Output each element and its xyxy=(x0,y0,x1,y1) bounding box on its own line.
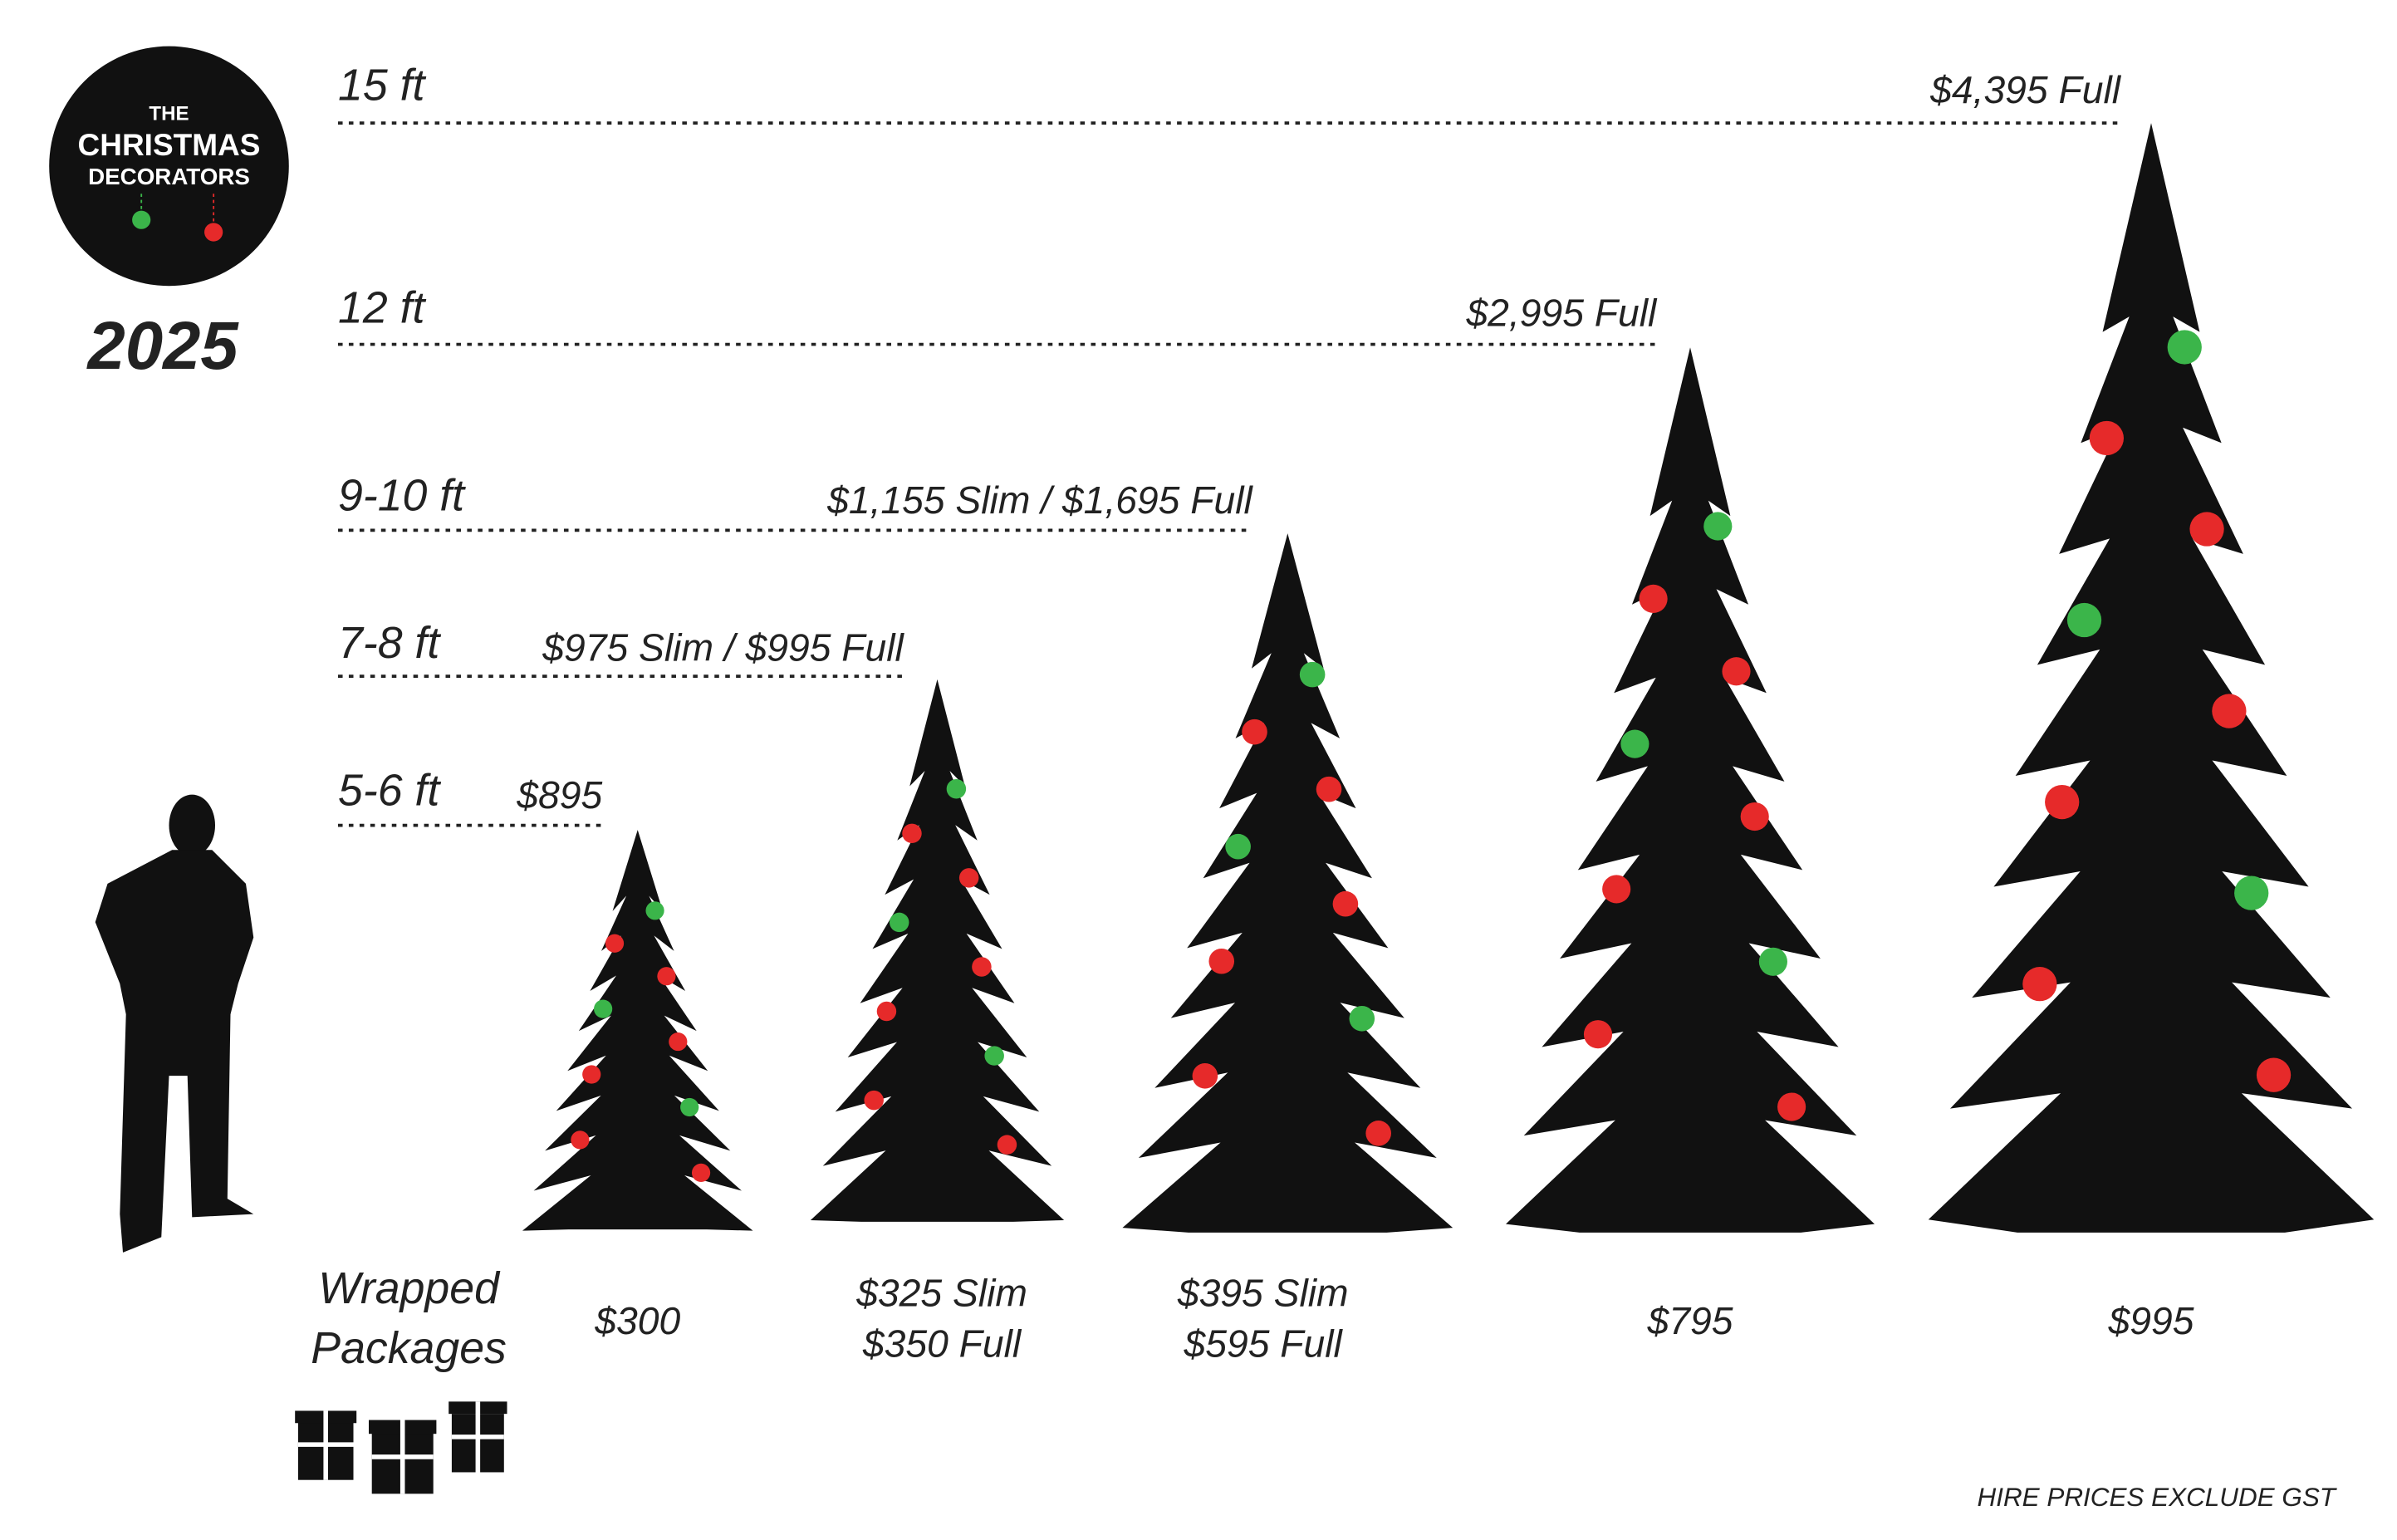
height-price: $895 xyxy=(516,773,602,817)
ornament xyxy=(1299,661,1326,688)
logo-text: CHRISTMAS xyxy=(78,128,261,162)
gift-icons xyxy=(295,1401,507,1494)
ornament xyxy=(1365,1121,1391,1146)
ornament xyxy=(1225,833,1251,860)
logo-text: THE xyxy=(149,102,189,125)
ornament xyxy=(680,1097,699,1117)
ornament xyxy=(1332,890,1359,917)
ornament xyxy=(889,912,909,933)
ornament xyxy=(2066,602,2102,638)
tree xyxy=(1506,347,1875,1233)
height-price: $1,155 Slim / $1,695 Full xyxy=(826,478,1253,522)
person-silhouette xyxy=(95,794,254,1253)
ornament xyxy=(2189,512,2224,547)
ornament xyxy=(1703,512,1733,541)
packages-label: Packages xyxy=(311,1323,507,1373)
ornament xyxy=(1242,719,1267,745)
package-price: $350 Full xyxy=(862,1322,1022,1366)
ornament xyxy=(204,223,223,242)
height-price: $4,395 Full xyxy=(1929,68,2122,111)
ornament xyxy=(1639,584,1668,613)
height-price: $975 Slim / $995 Full xyxy=(542,626,904,669)
ornament xyxy=(864,1090,884,1111)
ornament xyxy=(132,210,151,229)
packages-label: Wrapped xyxy=(318,1263,501,1313)
package-price: $595 Full xyxy=(1184,1322,1344,1366)
ornament xyxy=(2234,875,2269,910)
ornament xyxy=(876,1001,897,1022)
height-label: 5-6 ft xyxy=(338,766,441,816)
ornament xyxy=(669,1032,688,1052)
footnote: HIRE PRICES EXCLUDE GST xyxy=(1978,1483,2338,1512)
height-label: 9-10 ft xyxy=(338,470,466,520)
ornament xyxy=(1349,1005,1375,1032)
ornament xyxy=(594,999,613,1018)
ornament xyxy=(571,1130,590,1150)
height-price: $2,995 Full xyxy=(1465,291,1658,334)
ornament xyxy=(605,934,625,953)
height-label: 7-8 ft xyxy=(338,618,441,668)
ornament xyxy=(958,868,979,888)
height-label: 15 ft xyxy=(338,60,426,110)
ornament xyxy=(657,967,676,986)
ornament xyxy=(2256,1057,2292,1092)
tree xyxy=(810,679,1065,1222)
ornament xyxy=(1777,1092,1806,1121)
ornament xyxy=(2089,420,2124,456)
ornament xyxy=(1740,802,1769,831)
package-price: $995 xyxy=(2108,1299,2194,1342)
ornament xyxy=(946,779,967,799)
ornament xyxy=(1758,947,1787,976)
ornament xyxy=(972,957,992,977)
ornament xyxy=(1316,776,1342,802)
year: 2025 xyxy=(86,308,240,384)
package-price: $395 Slim xyxy=(1177,1272,1349,1315)
ornament xyxy=(1208,948,1235,974)
ornament xyxy=(691,1163,711,1182)
ornament xyxy=(582,1065,601,1084)
ornament xyxy=(984,1046,1004,1066)
ornament xyxy=(1192,1063,1218,1089)
tree xyxy=(1928,123,2375,1233)
logo-badge xyxy=(49,46,289,287)
ornament xyxy=(997,1135,1017,1155)
ornament xyxy=(2022,967,2057,1002)
ornament xyxy=(1722,657,1751,686)
logo-text: DECORATORS xyxy=(88,164,250,189)
ornament xyxy=(2045,784,2080,820)
ornament xyxy=(1602,875,1631,904)
height-label: 12 ft xyxy=(338,283,426,333)
ornament xyxy=(1620,729,1649,758)
package-price: $325 Slim xyxy=(855,1272,1027,1315)
tree xyxy=(1122,533,1453,1233)
package-price: $795 xyxy=(1647,1299,1733,1342)
ornament xyxy=(2167,330,2202,365)
ornament xyxy=(2212,694,2247,728)
package-price: $300 xyxy=(594,1299,680,1342)
ornament xyxy=(1583,1020,1613,1049)
ornament xyxy=(645,901,664,920)
ornament xyxy=(902,823,922,844)
tree xyxy=(522,830,753,1231)
